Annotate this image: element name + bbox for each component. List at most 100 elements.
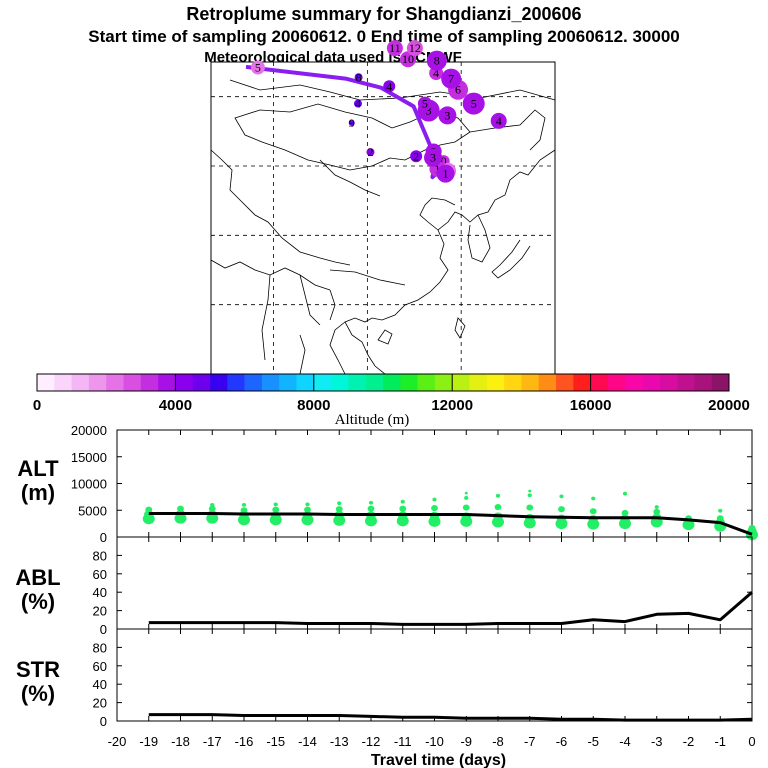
colorbar-cell: [175, 374, 193, 391]
x-tick-label: -9: [460, 734, 472, 749]
alt-scatter-point: [304, 506, 311, 513]
alt-scatter-point: [240, 507, 248, 514]
plume-marker-label: 5: [471, 97, 477, 111]
plume-marker-dot: [438, 106, 457, 125]
plume-marker: 7: [441, 68, 462, 89]
alt-scatter-point: [367, 505, 375, 512]
border-china-west: [210, 149, 351, 266]
panel-abl: 0 20 40 60 80 ABL(%): [15, 536, 753, 637]
x-tick-label: -1: [714, 734, 726, 749]
alt-scatter-point: [494, 503, 502, 511]
colorbar-cell: [434, 374, 453, 391]
colorbar-label: Altitude (m): [335, 412, 410, 428]
river-1: [319, 159, 381, 197]
plume-marker-label: 1: [443, 167, 449, 181]
retroplume-map: 0111222333444455567889101112: [210, 40, 556, 375]
y-tick-label: 20: [93, 696, 107, 711]
plume-marker-dot: [406, 40, 423, 57]
panel-frame: [116, 628, 753, 722]
alt-scatter-point: [464, 496, 469, 500]
alt-scatter-point: [462, 504, 470, 511]
plume-marker-dot: [426, 50, 447, 71]
alt-scatter-point: [528, 489, 532, 493]
plume-marker: 4: [353, 97, 362, 111]
plume-marker: 2: [410, 149, 423, 163]
colorbar-tick-label: 20000: [708, 397, 750, 414]
colorbar-cell: [227, 374, 245, 391]
colorbar-cell: [158, 374, 176, 391]
alt-scatter-point: [431, 505, 438, 512]
colorbar-cell: [54, 374, 72, 391]
plume-marker-label: 9: [349, 116, 355, 130]
plume-marker-label: 3: [430, 151, 436, 165]
colorbar-cell: [694, 374, 712, 391]
colorbar-cell: [642, 374, 661, 391]
plume-marker-label: 5: [255, 61, 261, 75]
colorbar-cell: [711, 374, 730, 391]
x-tick-label: -13: [330, 734, 349, 749]
plume-marker-label: 11: [389, 41, 401, 55]
panel-ylabel-unit: (%): [21, 681, 55, 706]
plume-marker-label: 3: [444, 108, 450, 122]
x-tick-label: -11: [394, 734, 412, 749]
x-tick-label: -8: [492, 734, 504, 749]
coastline-east-asia: [344, 149, 556, 375]
panel-series-line: [148, 713, 753, 722]
y-tick-label: 40: [93, 585, 107, 600]
x-tick-label: -17: [203, 734, 222, 749]
alt-scatter-point: [145, 506, 153, 513]
plume-marker-dot: [424, 148, 443, 167]
y-tick-label: 0: [100, 622, 107, 637]
panel-series-line: [148, 591, 753, 626]
figure-title: Retroplume summary for Shangdianzi_20060…: [186, 4, 581, 24]
plume-marker: 3: [424, 148, 443, 167]
colorbar-cell: [538, 374, 557, 391]
coastline-korea: [467, 214, 491, 263]
alt-scatter-point: [716, 515, 724, 522]
plume-marker-label: 12: [409, 41, 421, 55]
colorbar-cell: [71, 374, 90, 391]
x-axis-label: Travel time (days): [371, 752, 506, 768]
alt-scatter-point: [591, 496, 596, 501]
x-tick-label: -2: [683, 734, 695, 749]
y-tick-label: 40: [93, 677, 107, 692]
plume-marker-dot: [383, 80, 396, 93]
border-mongolia: [234, 103, 471, 171]
x-tick-label: -4: [619, 734, 631, 749]
plume-marker: 5: [462, 92, 485, 115]
colorbar-cell: [504, 374, 522, 391]
colorbar-cell: [331, 374, 349, 391]
y-tick-label: 0: [100, 530, 107, 545]
alt-scatter-point: [305, 502, 310, 507]
x-tick-label: -18: [171, 734, 190, 749]
coastline-japan: [491, 239, 531, 279]
panel-ylabel-unit: (%): [21, 589, 55, 614]
panel-series-line: [148, 512, 753, 536]
x-tick-label: -20: [108, 734, 127, 749]
plume-marker-label: 0: [441, 154, 447, 168]
colorbar-cell: [37, 374, 55, 391]
plume-marker-label: 2: [367, 145, 373, 159]
x-tick-label: -7: [524, 734, 536, 749]
alt-scatter-point: [748, 524, 756, 531]
x-tick-label: -16: [235, 734, 254, 749]
colorbar-cell: [106, 374, 124, 391]
colorbar-tick-label: 4000: [159, 397, 192, 414]
plume-marker-dot: [366, 148, 375, 157]
colorbar-cell: [486, 374, 505, 391]
alt-scatter-point: [273, 502, 278, 507]
alt-scatter-point: [210, 503, 215, 507]
coastline-hainan: [377, 329, 393, 345]
colorbar-cell: [383, 374, 401, 391]
colorbar-cell: [348, 374, 366, 391]
y-tick-label: 5000: [78, 503, 107, 518]
colorbar-cell: [365, 374, 384, 391]
plume-marker-label: 8: [434, 54, 440, 68]
alt-scatter-point: [432, 497, 437, 502]
alt-scatter-point: [559, 494, 564, 499]
plume-marker: 5: [417, 96, 432, 111]
y-tick-label: 60: [93, 567, 107, 582]
alt-scatter-point: [399, 505, 407, 512]
colorbar-frame: [36, 373, 730, 392]
